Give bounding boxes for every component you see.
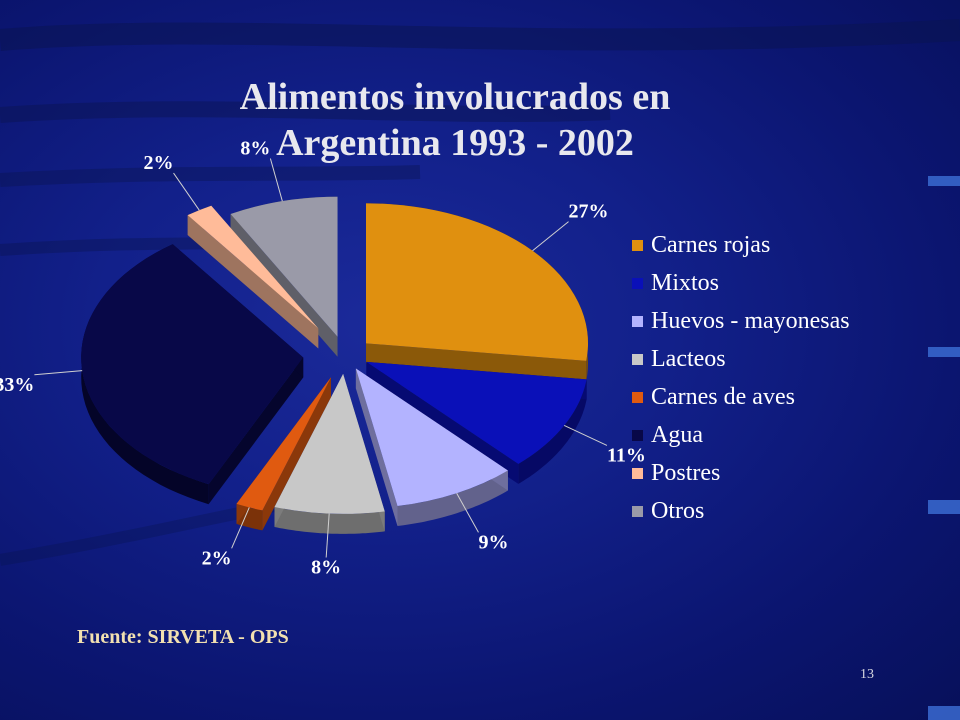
leader-line bbox=[231, 507, 250, 549]
data-label: 2% bbox=[144, 152, 174, 174]
data-label: 9% bbox=[478, 531, 508, 553]
legend-item: Lacteos bbox=[632, 340, 850, 378]
chart-legend: Carnes rojas Mixtos Huevos - mayonesas Lact… bbox=[632, 226, 850, 530]
slice-side bbox=[274, 507, 385, 534]
legend-label: Postres bbox=[651, 460, 721, 486]
legend-swatch bbox=[632, 353, 643, 365]
pie-slice bbox=[274, 373, 385, 534]
slice-top bbox=[236, 377, 332, 511]
data-label: 27% bbox=[569, 201, 609, 223]
pie-slice bbox=[236, 377, 332, 531]
pie-slice bbox=[366, 203, 589, 381]
legend-item: Postres bbox=[632, 454, 850, 492]
slice-top bbox=[230, 196, 338, 337]
legend-item: Huevos - mayonesas bbox=[632, 302, 850, 340]
leader-line bbox=[173, 172, 200, 211]
legend-label: Carnes rojas bbox=[651, 232, 771, 258]
leader-line bbox=[269, 158, 283, 202]
slice-edge bbox=[366, 343, 587, 381]
slice-edge bbox=[208, 357, 304, 505]
pie-slice bbox=[355, 368, 508, 526]
legend-swatch bbox=[632, 277, 643, 289]
data-label: 11% bbox=[607, 444, 646, 466]
pie-slice bbox=[366, 361, 587, 484]
slice-side bbox=[81, 244, 209, 505]
legend-swatch bbox=[632, 429, 643, 441]
decor-bar bbox=[928, 706, 960, 720]
legend-label: Lacteos bbox=[651, 346, 726, 372]
title-line-1: Alimentos involucrados en bbox=[239, 76, 671, 118]
decor-bar bbox=[928, 500, 960, 514]
slice-top bbox=[366, 361, 587, 464]
slice-top bbox=[274, 373, 385, 514]
legend-item: Otros bbox=[632, 492, 850, 530]
decor-bar bbox=[928, 176, 960, 186]
legend-swatch bbox=[632, 315, 643, 327]
slice-edge bbox=[187, 215, 319, 349]
slice-top bbox=[355, 368, 508, 506]
slice-side bbox=[518, 379, 587, 484]
slice-edge bbox=[355, 368, 398, 526]
leader-line bbox=[34, 370, 83, 376]
data-label: 8% bbox=[311, 556, 341, 578]
leader-line bbox=[532, 221, 569, 252]
title-line-2: Argentina 1993 - 2002 bbox=[276, 122, 634, 164]
pie-slices bbox=[81, 196, 589, 534]
leader-line bbox=[456, 492, 479, 533]
legend-swatch bbox=[632, 467, 643, 479]
source-note: Fuente: SIRVETA - OPS bbox=[77, 626, 289, 648]
legend-swatch bbox=[632, 239, 643, 251]
slice-top bbox=[81, 244, 304, 485]
decor-bar bbox=[928, 347, 960, 357]
data-label: 33% bbox=[0, 374, 34, 396]
pie-slice bbox=[81, 244, 304, 505]
slide-title: Alimentos involucrados en Argentina 1993… bbox=[130, 74, 780, 166]
slice-side bbox=[397, 470, 508, 526]
slice-top bbox=[366, 203, 589, 361]
legend-item: Mixtos bbox=[632, 264, 850, 302]
legend-swatch bbox=[632, 505, 643, 517]
legend-swatch bbox=[632, 391, 643, 403]
legend-label: Agua bbox=[651, 422, 703, 448]
legend-item: Carnes rojas bbox=[632, 226, 850, 264]
data-labels: 27% 11% 9% 8% 2% 33% 2% 8% bbox=[0, 137, 646, 578]
legend-item: Carnes de aves bbox=[632, 378, 850, 416]
legend-label: Otros bbox=[651, 498, 705, 524]
legend-item: Agua bbox=[632, 416, 850, 454]
leader-line bbox=[563, 424, 608, 446]
slide-number: 13 bbox=[860, 667, 874, 682]
pie-slice bbox=[187, 205, 319, 349]
data-label: 8% bbox=[240, 137, 270, 159]
data-label: 2% bbox=[202, 547, 232, 569]
legend-label: Huevos - mayonesas bbox=[651, 308, 850, 334]
legend-label: Carnes de aves bbox=[651, 384, 795, 410]
slice-top bbox=[187, 205, 319, 329]
legend-label: Mixtos bbox=[651, 270, 720, 296]
leader-line bbox=[325, 513, 330, 558]
